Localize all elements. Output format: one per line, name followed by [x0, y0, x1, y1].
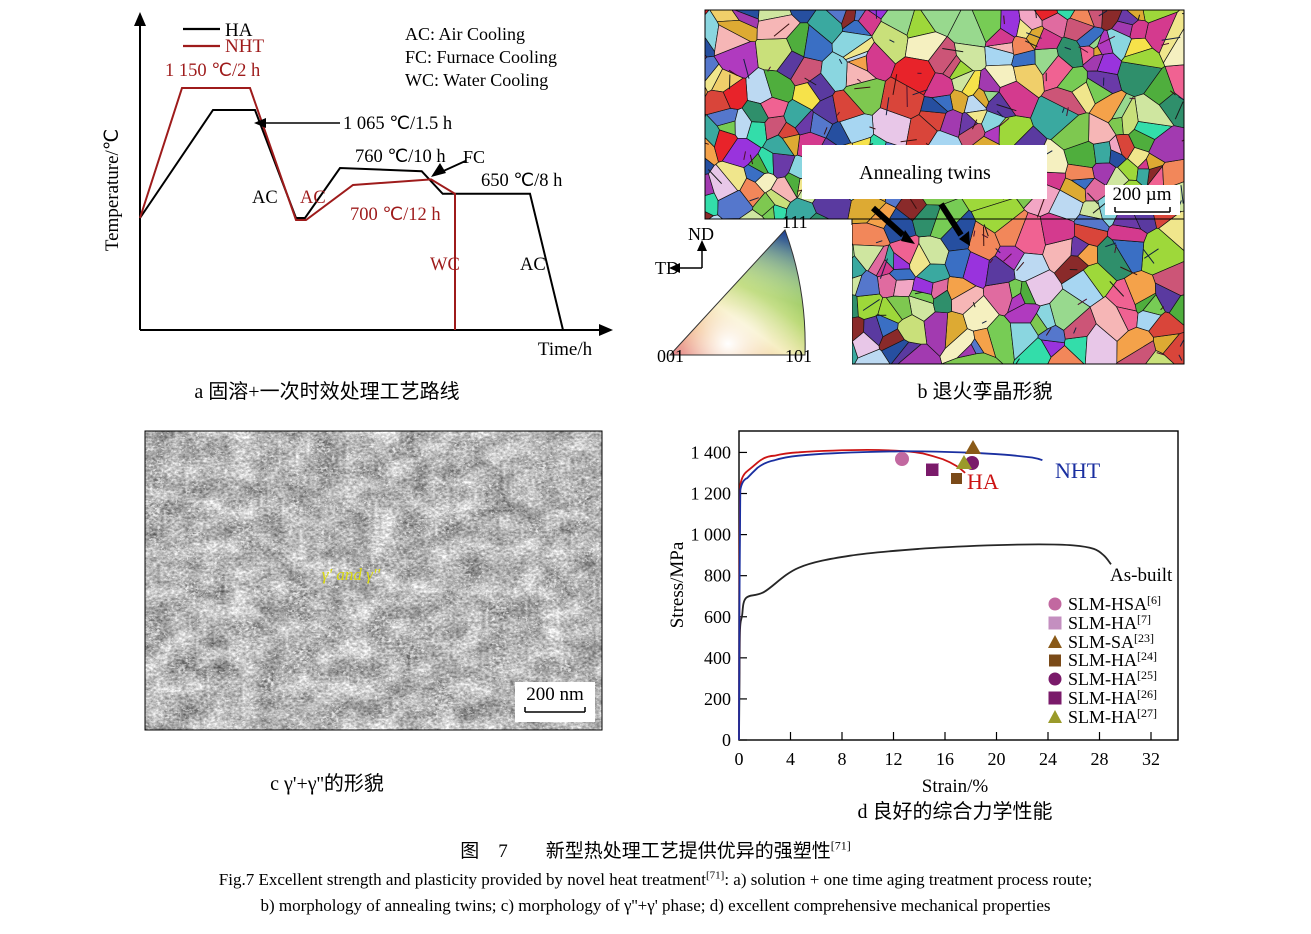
svg-text:SLM-HA[25]: SLM-HA[25]	[1068, 668, 1157, 689]
svg-text:a 固溶+一次时效处理工艺路线: a 固溶+一次时效处理工艺路线	[194, 380, 459, 403]
svg-text:γ' and γ'': γ' and γ''	[322, 565, 381, 584]
svg-text:As-built: As-built	[1110, 565, 1173, 586]
svg-text:28: 28	[1091, 749, 1109, 769]
svg-text:200 µm: 200 µm	[1113, 184, 1172, 205]
svg-text:Time/h: Time/h	[538, 339, 593, 360]
svg-text:SLM-HA[7]: SLM-HA[7]	[1068, 612, 1151, 633]
svg-text:AC: AC	[520, 255, 546, 275]
svg-text:200: 200	[704, 689, 731, 709]
svg-text:d 良好的综合力学性能: d 良好的综合力学性能	[858, 800, 1053, 823]
svg-text:700 ℃/12 h: 700 ℃/12 h	[350, 205, 441, 225]
svg-text:24: 24	[1039, 749, 1057, 769]
svg-text:1 065 ℃/1.5 h: 1 065 ℃/1.5 h	[343, 114, 452, 134]
svg-text:HA: HA	[967, 469, 999, 494]
svg-text:c γ'+γ''的形貌: c γ'+γ''的形貌	[270, 772, 384, 795]
svg-text:AC: AC	[252, 188, 278, 208]
svg-text:AC: AC	[300, 188, 326, 208]
svg-text:600: 600	[704, 607, 731, 627]
svg-text:SLM-HSA[6]: SLM-HSA[6]	[1068, 593, 1161, 614]
svg-text:WC: WC	[430, 255, 460, 275]
svg-text:1 400: 1 400	[691, 442, 732, 462]
svg-text:4: 4	[786, 749, 795, 769]
svg-text:WC: Water Cooling: WC: Water Cooling	[405, 70, 548, 90]
svg-text:1 150 ℃/2 h: 1 150 ℃/2 h	[165, 61, 260, 81]
svg-text:SLM-HA[26]: SLM-HA[26]	[1068, 687, 1157, 708]
svg-text:20: 20	[988, 749, 1006, 769]
svg-text:12: 12	[885, 749, 903, 769]
svg-text:FC: Furnace Cooling: FC: Furnace Cooling	[405, 47, 557, 67]
svg-text:SLM-HA[24]: SLM-HA[24]	[1068, 649, 1157, 670]
svg-text:ND: ND	[688, 224, 714, 244]
svg-text:111: 111	[782, 212, 808, 232]
svg-text:Stress/MPa: Stress/MPa	[667, 541, 688, 628]
svg-text:Strain/%: Strain/%	[922, 776, 989, 797]
svg-text:650 ℃/8 h: 650 ℃/8 h	[481, 171, 562, 191]
svg-text:AC: Air Cooling: AC: Air Cooling	[405, 24, 525, 44]
svg-text:200 nm: 200 nm	[526, 684, 584, 705]
svg-text:NHT: NHT	[225, 36, 264, 57]
svg-text:101: 101	[785, 346, 812, 366]
svg-text:400: 400	[704, 648, 731, 668]
svg-text:Annealing twins: Annealing twins	[859, 162, 991, 184]
svg-text:800: 800	[704, 566, 731, 586]
svg-text:8: 8	[838, 749, 847, 769]
svg-text:1 200: 1 200	[691, 484, 732, 504]
svg-text:NHT: NHT	[1055, 458, 1101, 483]
svg-text:b 退火孪晶形貌: b 退火孪晶形貌	[918, 380, 1053, 403]
svg-text:001: 001	[657, 346, 684, 366]
svg-text:TD: TD	[655, 258, 679, 278]
svg-text:0: 0	[722, 730, 731, 750]
svg-text:16: 16	[936, 749, 954, 769]
svg-text:0: 0	[735, 749, 744, 769]
svg-text:1 000: 1 000	[691, 525, 732, 545]
svg-text:32: 32	[1142, 749, 1160, 769]
svg-text:FC: FC	[463, 147, 485, 167]
svg-text:760 ℃/10 h: 760 ℃/10 h	[355, 147, 446, 167]
svg-text:Temperature/℃: Temperature/℃	[102, 129, 123, 251]
svg-text:SLM-HA[27]: SLM-HA[27]	[1068, 706, 1157, 727]
